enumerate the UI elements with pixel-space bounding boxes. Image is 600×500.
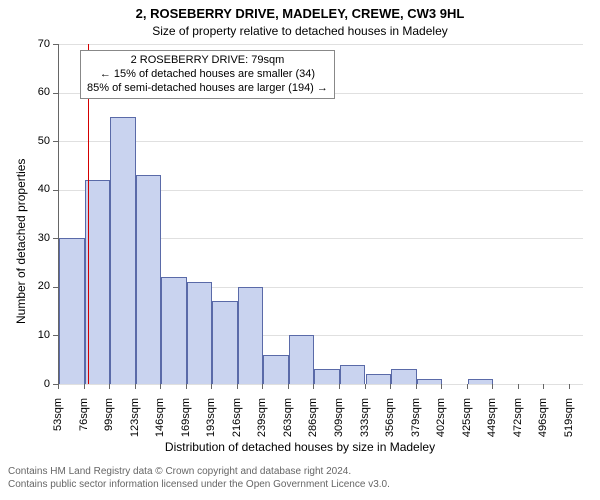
- histogram-bar: [238, 287, 264, 384]
- histogram-bar: [289, 335, 315, 384]
- x-tick-label: 472sqm: [512, 398, 524, 448]
- histogram-bar: [136, 175, 162, 384]
- x-tick: [288, 384, 289, 389]
- x-tick-label: 123sqm: [129, 398, 141, 448]
- y-tick-label: 60: [0, 86, 50, 98]
- x-tick-label: 286sqm: [307, 398, 319, 448]
- y-tick-label: 70: [0, 38, 50, 50]
- x-tick: [109, 384, 110, 389]
- x-tick-label: 146sqm: [154, 398, 166, 448]
- footer-line-1: Contains HM Land Registry data © Crown c…: [8, 466, 390, 479]
- chart-container: { "titles": { "line1": "2, ROSEBERRY DRI…: [0, 0, 600, 500]
- x-tick: [237, 384, 238, 389]
- x-tick-label: 379sqm: [410, 398, 422, 448]
- x-axis-label: Distribution of detached houses by size …: [0, 440, 600, 454]
- x-tick: [416, 384, 417, 389]
- histogram-bar: [340, 365, 366, 384]
- histogram-bar: [161, 277, 187, 384]
- x-tick: [569, 384, 570, 389]
- x-tick-label: 402sqm: [435, 398, 447, 448]
- x-tick: [135, 384, 136, 389]
- gridline-h: [59, 44, 583, 45]
- x-tick: [390, 384, 391, 389]
- annotation-line-3: 85% of semi-detached houses are larger (…: [87, 82, 328, 96]
- chart-title: 2, ROSEBERRY DRIVE, MADELEY, CREWE, CW3 …: [0, 6, 600, 21]
- y-tick: [53, 335, 58, 336]
- histogram-bar: [263, 355, 289, 384]
- footer-line-2: Contains public sector information licen…: [8, 479, 390, 492]
- x-tick-label: 519sqm: [563, 398, 575, 448]
- x-tick: [467, 384, 468, 389]
- y-tick-label: 20: [0, 280, 50, 292]
- y-tick: [53, 141, 58, 142]
- x-tick-label: 239sqm: [256, 398, 268, 448]
- x-tick-label: 333sqm: [359, 398, 371, 448]
- x-tick: [313, 384, 314, 389]
- x-tick: [441, 384, 442, 389]
- x-tick: [518, 384, 519, 389]
- x-tick: [160, 384, 161, 389]
- annotation-line-2: ← 15% of detached houses are smaller (34…: [87, 68, 328, 82]
- x-tick: [84, 384, 85, 389]
- x-tick-label: 53sqm: [52, 398, 64, 448]
- x-tick-label: 76sqm: [78, 398, 90, 448]
- x-tick: [186, 384, 187, 389]
- y-tick: [53, 287, 58, 288]
- x-tick: [262, 384, 263, 389]
- histogram-bar: [59, 238, 85, 384]
- x-tick-label: 356sqm: [384, 398, 396, 448]
- x-tick: [211, 384, 212, 389]
- y-tick-label: 50: [0, 135, 50, 147]
- y-tick-label: 10: [0, 329, 50, 341]
- histogram-bar: [110, 117, 136, 384]
- annotation-box: 2 ROSEBERRY DRIVE: 79sqm ← 15% of detach…: [80, 50, 335, 99]
- histogram-bar: [314, 369, 340, 384]
- x-tick-label: 309sqm: [333, 398, 345, 448]
- y-tick-label: 30: [0, 232, 50, 244]
- x-tick: [365, 384, 366, 389]
- x-tick-label: 169sqm: [180, 398, 192, 448]
- y-tick: [53, 190, 58, 191]
- x-tick: [492, 384, 493, 389]
- histogram-bar: [468, 379, 494, 384]
- y-tick-label: 40: [0, 183, 50, 195]
- histogram-bar: [417, 379, 443, 384]
- y-tick: [53, 238, 58, 239]
- gridline-h: [59, 384, 583, 385]
- gridline-h: [59, 141, 583, 142]
- x-tick-label: 193sqm: [205, 398, 217, 448]
- x-tick-label: 496sqm: [537, 398, 549, 448]
- x-tick-label: 216sqm: [231, 398, 243, 448]
- x-tick-label: 449sqm: [486, 398, 498, 448]
- x-tick: [58, 384, 59, 389]
- y-tick: [53, 93, 58, 94]
- histogram-bar: [391, 369, 417, 384]
- histogram-bar: [212, 301, 238, 384]
- y-tick: [53, 44, 58, 45]
- x-tick: [339, 384, 340, 389]
- chart-subtitle: Size of property relative to detached ho…: [0, 24, 600, 38]
- y-tick-label: 0: [0, 378, 50, 390]
- annotation-line-1: 2 ROSEBERRY DRIVE: 79sqm: [87, 54, 328, 68]
- x-tick-label: 425sqm: [461, 398, 473, 448]
- x-tick: [543, 384, 544, 389]
- footer-attribution: Contains HM Land Registry data © Crown c…: [8, 466, 390, 491]
- x-tick-label: 99sqm: [103, 398, 115, 448]
- x-tick-label: 263sqm: [282, 398, 294, 448]
- histogram-bar: [187, 282, 213, 384]
- histogram-bar: [366, 374, 392, 384]
